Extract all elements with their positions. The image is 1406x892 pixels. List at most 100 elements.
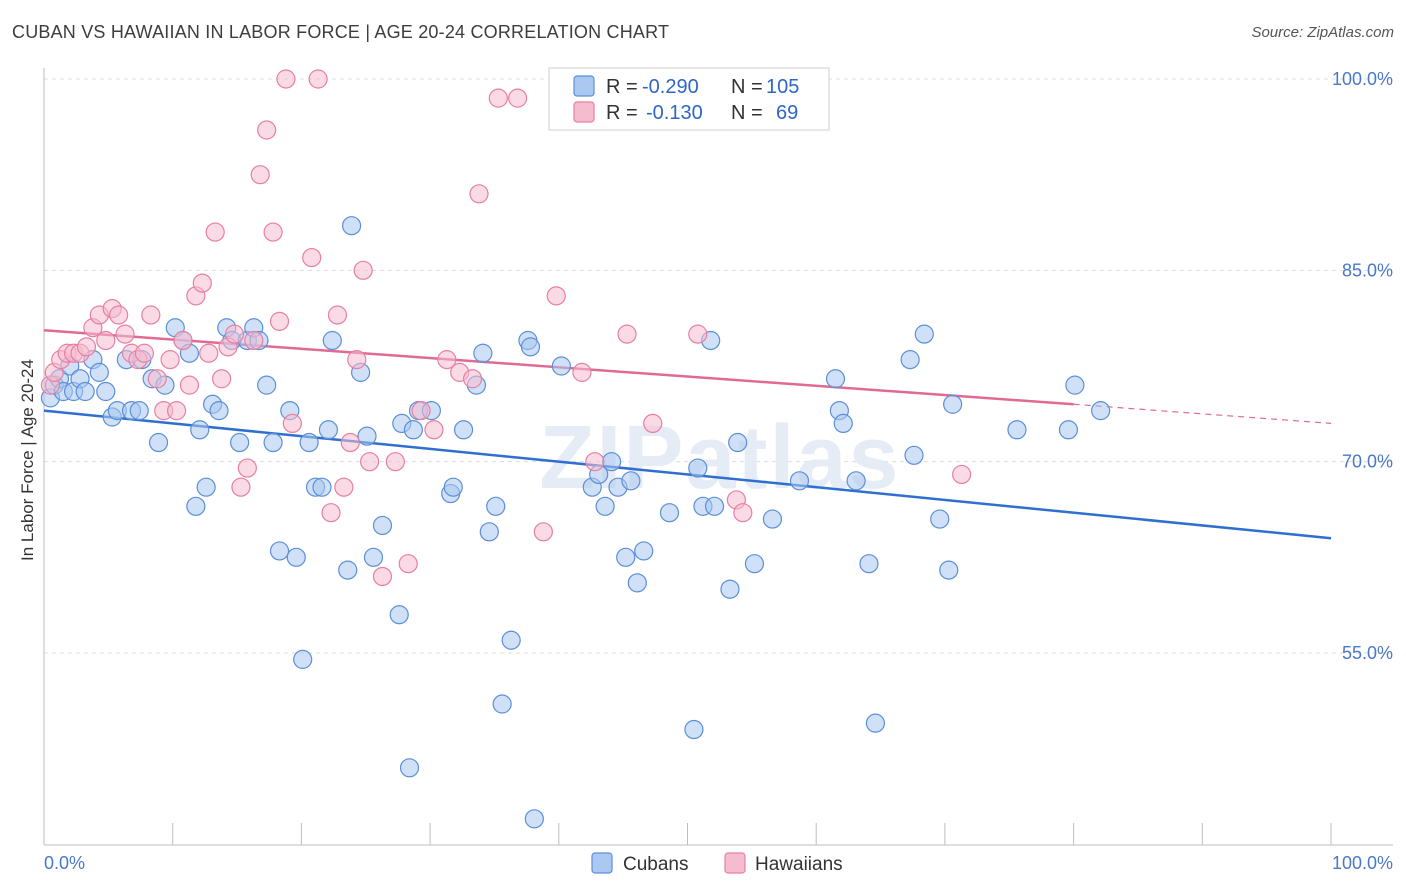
point-hawaiians (237, 458, 257, 478)
legend-r-label-hawaiians: R = (606, 102, 638, 124)
point-cubans (904, 445, 924, 465)
point-hawaiians (488, 88, 508, 108)
point-hawaiians (385, 452, 405, 472)
point-cubans (595, 496, 615, 516)
point-hawaiians (173, 330, 193, 351)
point-cubans (520, 337, 541, 357)
point-cubans (479, 522, 499, 542)
series-label-hawaiians: Hawaiians (755, 854, 843, 875)
point-cubans (704, 496, 725, 516)
point-hawaiians (96, 330, 116, 351)
point-cubans (209, 401, 229, 421)
point-hawaiians (334, 477, 354, 497)
point-cubans (634, 541, 654, 561)
point-hawaiians (269, 311, 290, 331)
legend-r-value-cubans: -0.290 (642, 76, 699, 98)
point-cubans (338, 560, 358, 580)
point-cubans (1091, 401, 1111, 421)
y-tick-label-85: 85.0% (1342, 260, 1393, 280)
point-cubans (865, 713, 886, 733)
legend-r-label-cubans: R = (606, 76, 638, 98)
point-hawaiians (109, 305, 129, 325)
point-cubans (943, 394, 963, 414)
point-hawaiians (360, 452, 380, 472)
point-cubans (501, 630, 521, 650)
point-cubans (859, 554, 879, 574)
point-cubans (443, 477, 463, 497)
series-swatch-cubans (591, 852, 613, 874)
legend-n-value-cubans: 105 (766, 76, 799, 98)
y-axis-label: In Labor Force | Age 20-24 (18, 359, 37, 561)
point-hawaiians (263, 222, 283, 242)
point-cubans (486, 496, 506, 516)
legend-n-label-hawaiians: N = (731, 102, 763, 124)
point-cubans (833, 413, 853, 433)
point-cubans (286, 547, 306, 567)
point-cubans (299, 432, 319, 453)
point-cubans (939, 560, 959, 580)
point-hawaiians (327, 305, 348, 325)
point-cubans (473, 343, 493, 363)
x-tick-min: 0.0% (44, 853, 85, 873)
point-cubans (196, 477, 216, 497)
point-hawaiians (134, 343, 154, 363)
data-points (40, 69, 1111, 829)
point-cubans (1058, 420, 1079, 440)
point-hawaiians (398, 554, 418, 574)
point-cubans (492, 694, 512, 714)
point-cubans (914, 324, 934, 344)
point-cubans (372, 515, 393, 536)
point-hawaiians (160, 350, 180, 370)
point-hawaiians (585, 452, 605, 472)
point-hawaiians (733, 503, 753, 523)
x-tick-max: 100.0% (1332, 853, 1393, 873)
point-hawaiians (372, 566, 393, 587)
source-credit: Source: ZipAtlas.com (1251, 24, 1394, 41)
point-hawaiians (76, 337, 97, 357)
point-cubans (96, 381, 116, 402)
point-hawaiians (257, 120, 277, 140)
point-hawaiians (212, 369, 232, 389)
point-hawaiians (469, 184, 489, 204)
point-hawaiians (437, 350, 457, 370)
point-cubans (1007, 420, 1027, 440)
point-cubans (341, 216, 362, 236)
point-hawaiians (166, 401, 187, 421)
point-hawaiians (302, 247, 322, 268)
point-cubans (190, 420, 210, 440)
y-tick-label-55: 55.0% (1342, 643, 1393, 663)
legend-n-value-hawaiians: 69 (776, 102, 798, 124)
point-cubans (551, 356, 571, 376)
trend-extension-hawaiians (1073, 403, 1332, 424)
grid-lines (44, 78, 1393, 654)
point-hawaiians (250, 165, 270, 185)
point-hawaiians (179, 375, 200, 395)
point-hawaiians (308, 69, 328, 89)
series-label-cubans: Cubans (623, 854, 689, 875)
point-hawaiians (282, 413, 302, 433)
point-hawaiians (276, 69, 296, 89)
point-cubans (230, 432, 250, 453)
point-hawaiians (617, 324, 637, 344)
point-cubans (1065, 375, 1085, 395)
point-cubans (744, 554, 765, 574)
point-cubans (263, 432, 283, 453)
point-cubans (257, 375, 277, 395)
point-cubans (601, 452, 622, 472)
legend-n-label-cubans: N = (731, 76, 763, 98)
point-cubans (453, 420, 474, 440)
point-cubans (930, 509, 950, 529)
point-hawaiians (231, 477, 251, 497)
point-cubans (720, 579, 740, 599)
point-cubans (89, 362, 109, 382)
point-hawaiians (546, 286, 566, 306)
chart-title: CUBAN VS HAWAIIAN IN LABOR FORCE | AGE 2… (12, 22, 670, 42)
point-cubans (357, 426, 377, 446)
point-hawaiians (411, 401, 431, 421)
point-cubans (403, 420, 423, 440)
point-cubans (318, 420, 339, 440)
point-hawaiians (533, 522, 553, 542)
legend-r-value-hawaiians: -0.130 (646, 102, 703, 124)
point-hawaiians (340, 432, 360, 453)
point-cubans (825, 369, 846, 389)
